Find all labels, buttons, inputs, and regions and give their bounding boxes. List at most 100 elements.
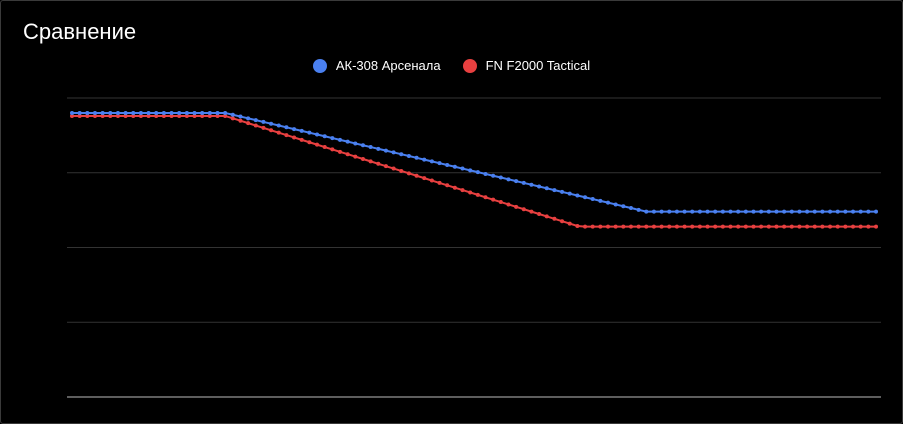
data-point-fn-f2000[interactable] bbox=[667, 224, 672, 229]
data-point-ak308[interactable] bbox=[789, 209, 794, 214]
data-point-ak308[interactable] bbox=[368, 145, 373, 150]
data-point-fn-f2000[interactable] bbox=[575, 223, 580, 228]
data-point-ak308[interactable] bbox=[774, 209, 779, 214]
data-point-fn-f2000[interactable] bbox=[299, 137, 304, 142]
data-point-ak308[interactable] bbox=[483, 171, 488, 176]
data-point-fn-f2000[interactable] bbox=[146, 113, 151, 118]
data-point-fn-f2000[interactable] bbox=[720, 224, 725, 229]
data-point-ak308[interactable] bbox=[422, 157, 427, 162]
data-point-fn-f2000[interactable] bbox=[567, 221, 572, 226]
data-point-fn-f2000[interactable] bbox=[383, 164, 388, 169]
data-point-ak308[interactable] bbox=[360, 143, 365, 148]
data-point-ak308[interactable] bbox=[866, 209, 871, 214]
data-point-fn-f2000[interactable] bbox=[498, 200, 503, 205]
legend-item-ak308[interactable]: АК-308 Арсенала bbox=[312, 58, 441, 73]
data-point-fn-f2000[interactable] bbox=[774, 224, 779, 229]
data-point-ak308[interactable] bbox=[192, 110, 197, 115]
data-point-ak308[interactable] bbox=[200, 110, 205, 115]
data-point-ak308[interactable] bbox=[720, 209, 725, 214]
data-point-ak308[interactable] bbox=[376, 146, 381, 151]
data-point-ak308[interactable] bbox=[460, 166, 465, 171]
data-point-fn-f2000[interactable] bbox=[269, 128, 274, 133]
data-point-ak308[interactable] bbox=[154, 110, 159, 115]
data-point-ak308[interactable] bbox=[560, 189, 565, 194]
data-point-ak308[interactable] bbox=[138, 110, 143, 115]
data-point-ak308[interactable] bbox=[874, 209, 878, 214]
data-point-fn-f2000[interactable] bbox=[736, 224, 741, 229]
data-point-ak308[interactable] bbox=[651, 209, 656, 214]
data-point-ak308[interactable] bbox=[521, 180, 526, 185]
data-point-fn-f2000[interactable] bbox=[131, 113, 136, 118]
data-point-ak308[interactable] bbox=[92, 110, 97, 115]
data-point-ak308[interactable] bbox=[544, 186, 549, 191]
data-point-fn-f2000[interactable] bbox=[108, 113, 113, 118]
data-point-ak308[interactable] bbox=[514, 179, 519, 184]
data-point-ak308[interactable] bbox=[598, 198, 603, 203]
data-point-ak308[interactable] bbox=[406, 154, 411, 159]
data-point-ak308[interactable] bbox=[828, 209, 833, 214]
data-point-fn-f2000[interactable] bbox=[399, 168, 404, 173]
data-point-fn-f2000[interactable] bbox=[674, 224, 679, 229]
data-point-fn-f2000[interactable] bbox=[77, 113, 82, 118]
data-point-ak308[interactable] bbox=[697, 209, 702, 214]
data-point-fn-f2000[interactable] bbox=[766, 224, 771, 229]
data-point-fn-f2000[interactable] bbox=[628, 224, 633, 229]
data-point-ak308[interactable] bbox=[713, 209, 718, 214]
data-point-fn-f2000[interactable] bbox=[705, 224, 710, 229]
data-point-fn-f2000[interactable] bbox=[115, 113, 120, 118]
data-point-ak308[interactable] bbox=[246, 116, 251, 121]
data-point-ak308[interactable] bbox=[299, 128, 304, 133]
data-point-fn-f2000[interactable] bbox=[161, 113, 166, 118]
data-point-fn-f2000[interactable] bbox=[606, 224, 610, 229]
data-point-ak308[interactable] bbox=[345, 139, 350, 144]
data-point-ak308[interactable] bbox=[429, 159, 434, 164]
data-point-ak308[interactable] bbox=[284, 125, 289, 130]
data-point-fn-f2000[interactable] bbox=[690, 224, 695, 229]
data-point-fn-f2000[interactable] bbox=[85, 113, 90, 118]
data-point-ak308[interactable] bbox=[705, 209, 710, 214]
data-point-ak308[interactable] bbox=[207, 110, 212, 115]
data-point-ak308[interactable] bbox=[606, 200, 610, 205]
data-point-ak308[interactable] bbox=[682, 209, 687, 214]
data-point-fn-f2000[interactable] bbox=[184, 113, 189, 118]
data-point-ak308[interactable] bbox=[70, 110, 74, 115]
data-point-fn-f2000[interactable] bbox=[728, 224, 733, 229]
data-point-ak308[interactable] bbox=[230, 112, 235, 117]
data-point-fn-f2000[interactable] bbox=[253, 123, 258, 128]
data-point-ak308[interactable] bbox=[575, 193, 580, 198]
data-point-ak308[interactable] bbox=[736, 209, 741, 214]
data-point-fn-f2000[interactable] bbox=[835, 224, 840, 229]
data-point-ak308[interactable] bbox=[383, 148, 388, 153]
data-point-ak308[interactable] bbox=[851, 209, 856, 214]
data-point-fn-f2000[interactable] bbox=[537, 212, 542, 217]
data-point-fn-f2000[interactable] bbox=[820, 224, 825, 229]
data-point-ak308[interactable] bbox=[529, 182, 534, 187]
data-point-ak308[interactable] bbox=[169, 110, 174, 115]
data-point-ak308[interactable] bbox=[621, 204, 626, 209]
data-point-ak308[interactable] bbox=[766, 209, 771, 214]
data-point-ak308[interactable] bbox=[276, 123, 281, 128]
data-point-fn-f2000[interactable] bbox=[514, 204, 519, 209]
data-point-fn-f2000[interactable] bbox=[468, 190, 473, 195]
data-point-ak308[interactable] bbox=[330, 136, 335, 141]
data-point-ak308[interactable] bbox=[445, 162, 450, 167]
data-point-fn-f2000[interactable] bbox=[368, 159, 373, 164]
data-point-ak308[interactable] bbox=[506, 177, 511, 182]
data-point-ak308[interactable] bbox=[797, 209, 802, 214]
data-point-fn-f2000[interactable] bbox=[353, 154, 358, 159]
data-point-fn-f2000[interactable] bbox=[307, 140, 312, 145]
data-point-ak308[interactable] bbox=[590, 197, 595, 202]
data-point-ak308[interactable] bbox=[146, 110, 151, 115]
data-point-fn-f2000[interactable] bbox=[437, 180, 442, 185]
data-point-ak308[interactable] bbox=[261, 119, 266, 124]
data-point-fn-f2000[interactable] bbox=[284, 133, 289, 138]
data-point-fn-f2000[interactable] bbox=[713, 224, 718, 229]
data-point-fn-f2000[interactable] bbox=[238, 118, 243, 123]
data-point-fn-f2000[interactable] bbox=[812, 224, 817, 229]
data-point-fn-f2000[interactable] bbox=[598, 224, 603, 229]
data-point-ak308[interactable] bbox=[77, 110, 82, 115]
data-point-ak308[interactable] bbox=[131, 110, 136, 115]
data-point-ak308[interactable] bbox=[498, 175, 503, 180]
data-point-fn-f2000[interactable] bbox=[422, 176, 427, 181]
data-point-ak308[interactable] bbox=[399, 152, 404, 157]
